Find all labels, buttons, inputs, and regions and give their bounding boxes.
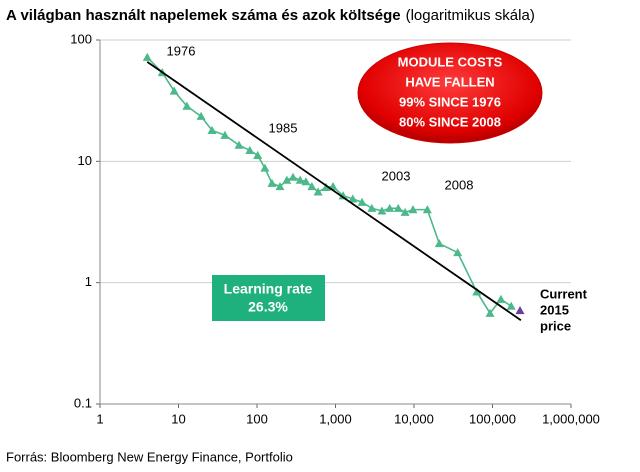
point-marker: [169, 86, 179, 95]
point-marker: [472, 287, 482, 296]
x-tick-label: 100: [246, 411, 268, 426]
point-marker: [207, 125, 217, 134]
chart-subtitle: (logaritmikus skála): [406, 7, 535, 24]
y-tick-label: 10: [78, 153, 92, 168]
point-marker: [301, 177, 311, 186]
current-price-text: Current: [540, 286, 588, 301]
callout-text: HAVE FALLEN: [405, 74, 494, 89]
point-marker: [267, 178, 277, 187]
point-marker: [313, 187, 323, 196]
point-marker: [385, 203, 395, 212]
learning-rate-text: 26.3%: [248, 299, 288, 315]
point-marker: [400, 207, 410, 216]
point-marker: [453, 248, 463, 257]
plot-area: 0.1 1 10 100 1 10 100 1,000 10,000 100,000 1,000,0…: [70, 31, 600, 426]
chart-title-line: A világban használt napelemek száma és a…: [6, 7, 535, 24]
x-tick-label: 10,000: [394, 411, 434, 426]
point-marker: [295, 175, 305, 184]
point-marker: [245, 145, 255, 155]
learning-rate-box: [212, 275, 325, 321]
point-marker: [182, 101, 192, 110]
point-marker: [496, 294, 506, 303]
point-marker: [434, 239, 444, 248]
point-marker: [485, 308, 495, 317]
x-tick-label: 1: [96, 411, 103, 426]
point-marker: [506, 301, 516, 310]
point-marker: [220, 130, 230, 139]
year-label: 1985: [269, 120, 298, 135]
point-marker: [253, 150, 263, 159]
callout-text: 99% SINCE 1976: [399, 94, 501, 109]
point-marker: [357, 197, 367, 206]
point-marker: [515, 305, 525, 315]
point-marker: [338, 191, 348, 200]
x-tick-label: 100,000: [469, 411, 516, 426]
point-marker: [142, 52, 152, 61]
point-marker: [307, 182, 317, 191]
x-tick-label: 10: [171, 411, 185, 426]
y-tick-label: 1: [85, 274, 92, 289]
y-tick-label: 100: [70, 31, 92, 46]
series-line: [146, 61, 522, 321]
source: Forrás: Bloomberg New Energy Finance, Po…: [6, 449, 293, 464]
point-marker: [196, 111, 206, 120]
point-marker: [393, 203, 403, 212]
point-marker: [260, 163, 270, 172]
point-marker: [367, 203, 377, 212]
year-label: 2003: [382, 168, 411, 183]
year-label: 2008: [445, 177, 474, 192]
chart-title: A világban használt napelemek száma és a…: [6, 7, 401, 24]
callout-text: MODULE COSTS: [398, 54, 503, 69]
y-tick-label: 0.1: [74, 395, 92, 410]
point-marker: [234, 140, 244, 149]
learning-rate-text: Learning rate: [224, 281, 313, 297]
callout-ellipse: [357, 42, 543, 144]
x-tick-label: 1,000,000: [542, 411, 600, 426]
current-price-text: 2015: [540, 302, 569, 317]
point-marker: [348, 194, 358, 203]
point-marker: [288, 172, 298, 181]
point-marker: [275, 182, 285, 191]
year-label: 1976: [167, 43, 196, 58]
point-marker: [408, 205, 418, 214]
x-tick-label: 1,000: [319, 411, 352, 426]
current-price-text: price: [540, 318, 571, 333]
point-marker: [282, 175, 292, 184]
point-marker: [321, 182, 331, 191]
callout-text: 80% SINCE 2008: [399, 114, 501, 129]
point-marker: [377, 206, 387, 215]
point-marker: [422, 205, 432, 214]
